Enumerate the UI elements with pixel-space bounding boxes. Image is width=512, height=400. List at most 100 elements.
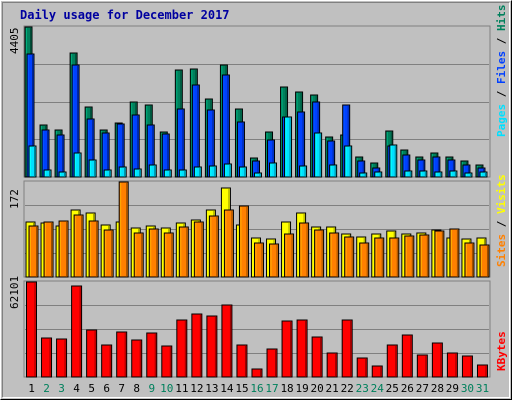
kbytes-bar	[71, 285, 83, 378]
pages-bar-body	[223, 163, 232, 178]
sites-bar-body	[148, 228, 159, 278]
sites-bar-body	[193, 221, 204, 278]
kbytes-bar	[431, 342, 443, 378]
sites-bar	[299, 222, 310, 278]
sites-bar	[284, 233, 295, 278]
kbytes-bar-body	[431, 342, 443, 378]
pages-bar	[178, 169, 187, 178]
sites-bar-body	[58, 220, 69, 278]
pages-bar	[374, 171, 383, 178]
day-label: 13	[205, 382, 218, 395]
sites-bar	[88, 220, 99, 278]
pages-bar	[28, 145, 37, 178]
pages-bar	[238, 166, 247, 178]
pages-bar-body	[208, 165, 217, 178]
files-bar	[206, 109, 215, 178]
sites-bar-body	[479, 244, 490, 278]
kbytes-bar-body	[416, 354, 428, 378]
pages-bar-body	[73, 152, 82, 178]
day-label: 5	[88, 382, 95, 395]
kbytes-bar-body	[461, 355, 473, 378]
kbytes-bar	[386, 344, 398, 378]
pages-bar	[88, 159, 97, 178]
kbytes-bar	[26, 281, 37, 378]
day-label: 14	[220, 382, 234, 395]
day-label: 2	[43, 382, 50, 395]
sites-bar-body	[133, 232, 144, 278]
kbytes-bar	[476, 364, 488, 378]
day-label: 24	[371, 382, 385, 395]
day-label: 31	[476, 382, 489, 395]
pages-bar	[133, 168, 142, 178]
sites-bar	[344, 236, 355, 278]
sites-bar-body	[238, 205, 249, 278]
sites-bar-body	[223, 209, 234, 278]
pages-bar	[163, 169, 172, 178]
sites-bar	[238, 205, 249, 278]
kbytes-bar	[356, 357, 368, 378]
day-label: 20	[311, 382, 324, 395]
kbytes-bar-body	[371, 365, 383, 378]
y-axis-max-label: 62101	[8, 276, 21, 309]
kbytes-bar	[401, 334, 413, 378]
sites-bar	[118, 181, 129, 278]
pages-bar-body	[58, 171, 67, 178]
day-label: 12	[190, 382, 203, 395]
kbytes-bar	[236, 344, 248, 378]
y-axis-max-label: 172	[8, 189, 21, 209]
pages-bar-body	[314, 132, 323, 178]
day-label: 22	[341, 382, 354, 395]
pages-bar	[118, 166, 127, 178]
legend-label: Sites / Visits	[495, 174, 508, 267]
kbytes-bar	[191, 313, 203, 378]
sites-bar	[148, 228, 159, 278]
sites-bar-body	[344, 236, 355, 278]
day-label: 8	[133, 382, 140, 395]
pages-bar-body	[299, 165, 308, 178]
pages-bar-body	[269, 162, 278, 178]
pages-bar	[58, 171, 67, 178]
sites-bar	[193, 221, 204, 278]
sites-bar	[434, 230, 445, 278]
legend-label: KBytes	[495, 331, 508, 371]
pages-bar-body	[464, 172, 473, 178]
sites-bar	[479, 244, 490, 278]
day-label: 18	[280, 382, 293, 395]
files-bar	[176, 108, 185, 178]
kbytes-bar	[446, 352, 458, 378]
kbytes-bar-body	[56, 338, 68, 378]
kbytes-bar	[326, 352, 338, 378]
sites-bar-body	[73, 214, 84, 278]
files-bar	[221, 74, 230, 178]
day-label: 6	[103, 382, 110, 395]
pages-bar-body	[118, 166, 127, 178]
sites-bar	[359, 242, 370, 278]
kbytes-bar	[461, 355, 473, 378]
kbytes-bar	[341, 319, 353, 378]
kbytes-bar	[116, 331, 128, 378]
day-label: 26	[401, 382, 414, 395]
kbytes-bar-body	[446, 352, 458, 378]
pages-bar-body	[449, 170, 458, 178]
kbytes-bar-body	[101, 344, 113, 378]
kbytes-bar	[146, 332, 158, 378]
kbytes-bar	[131, 339, 143, 378]
sites-bar	[43, 221, 54, 278]
kbytes-bar-body	[71, 285, 83, 378]
pages-bar	[103, 169, 112, 178]
pages-bar-body	[479, 171, 488, 178]
sites-bar-body	[178, 226, 189, 278]
pages-bar	[359, 172, 368, 178]
day-label: 16	[250, 382, 263, 395]
legend-separator: /	[495, 84, 508, 104]
day-label: 1	[28, 382, 35, 395]
pages-bar	[329, 164, 338, 178]
kbytes-bar-body	[176, 319, 188, 378]
day-label: 4	[73, 382, 80, 395]
sites-bar	[103, 229, 114, 278]
pages-bar-body	[434, 171, 443, 178]
pages-bar-body	[43, 169, 52, 178]
sites-bar-body	[329, 232, 340, 278]
legend-entry-pages: Pages	[495, 104, 508, 137]
